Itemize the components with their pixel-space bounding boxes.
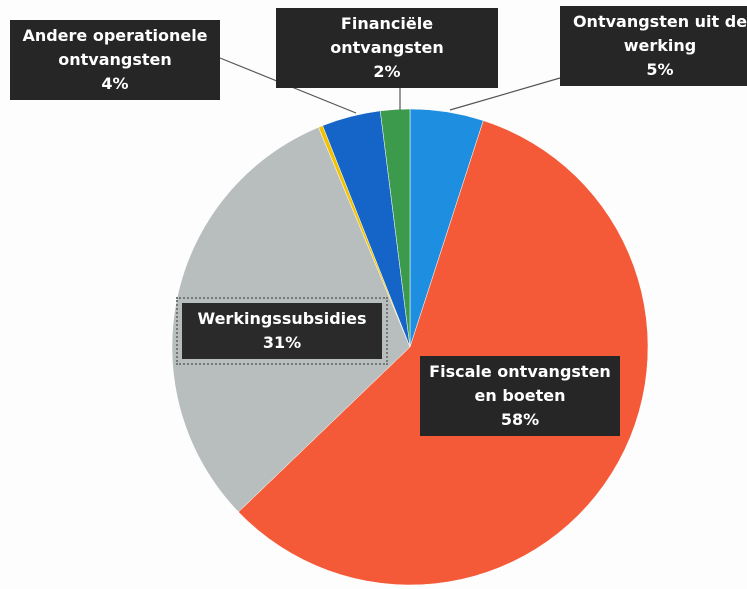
- data-label: Ontvangsten uit de werking 5%: [560, 6, 747, 86]
- data-label: Andere operationele ontvangsten 4%: [10, 20, 220, 100]
- label-value: 4%: [101, 74, 129, 93]
- label-category: Andere operationele ontvangsten: [22, 26, 208, 69]
- label-category: Fiscale ontvangsten en boeten: [429, 362, 611, 405]
- data-label: Werkingssubsidies 31%: [176, 297, 388, 365]
- data-label: Financiële ontvangsten 2%: [276, 8, 498, 88]
- label-value: 31%: [262, 333, 302, 352]
- label-value: 58%: [500, 410, 540, 429]
- pie-slice: [238, 120, 649, 586]
- label-value: 2%: [373, 62, 401, 81]
- label-category: Financiële ontvangsten: [330, 14, 444, 57]
- label-value: 5%: [646, 60, 674, 79]
- leader-line: [449, 77, 561, 111]
- data-label: Fiscale ontvangsten en boeten 58%: [420, 356, 620, 436]
- label-category: Werkingssubsidies: [197, 309, 367, 328]
- pie-slice: [379, 108, 411, 348]
- label-category: Ontvangsten uit de werking: [572, 12, 747, 55]
